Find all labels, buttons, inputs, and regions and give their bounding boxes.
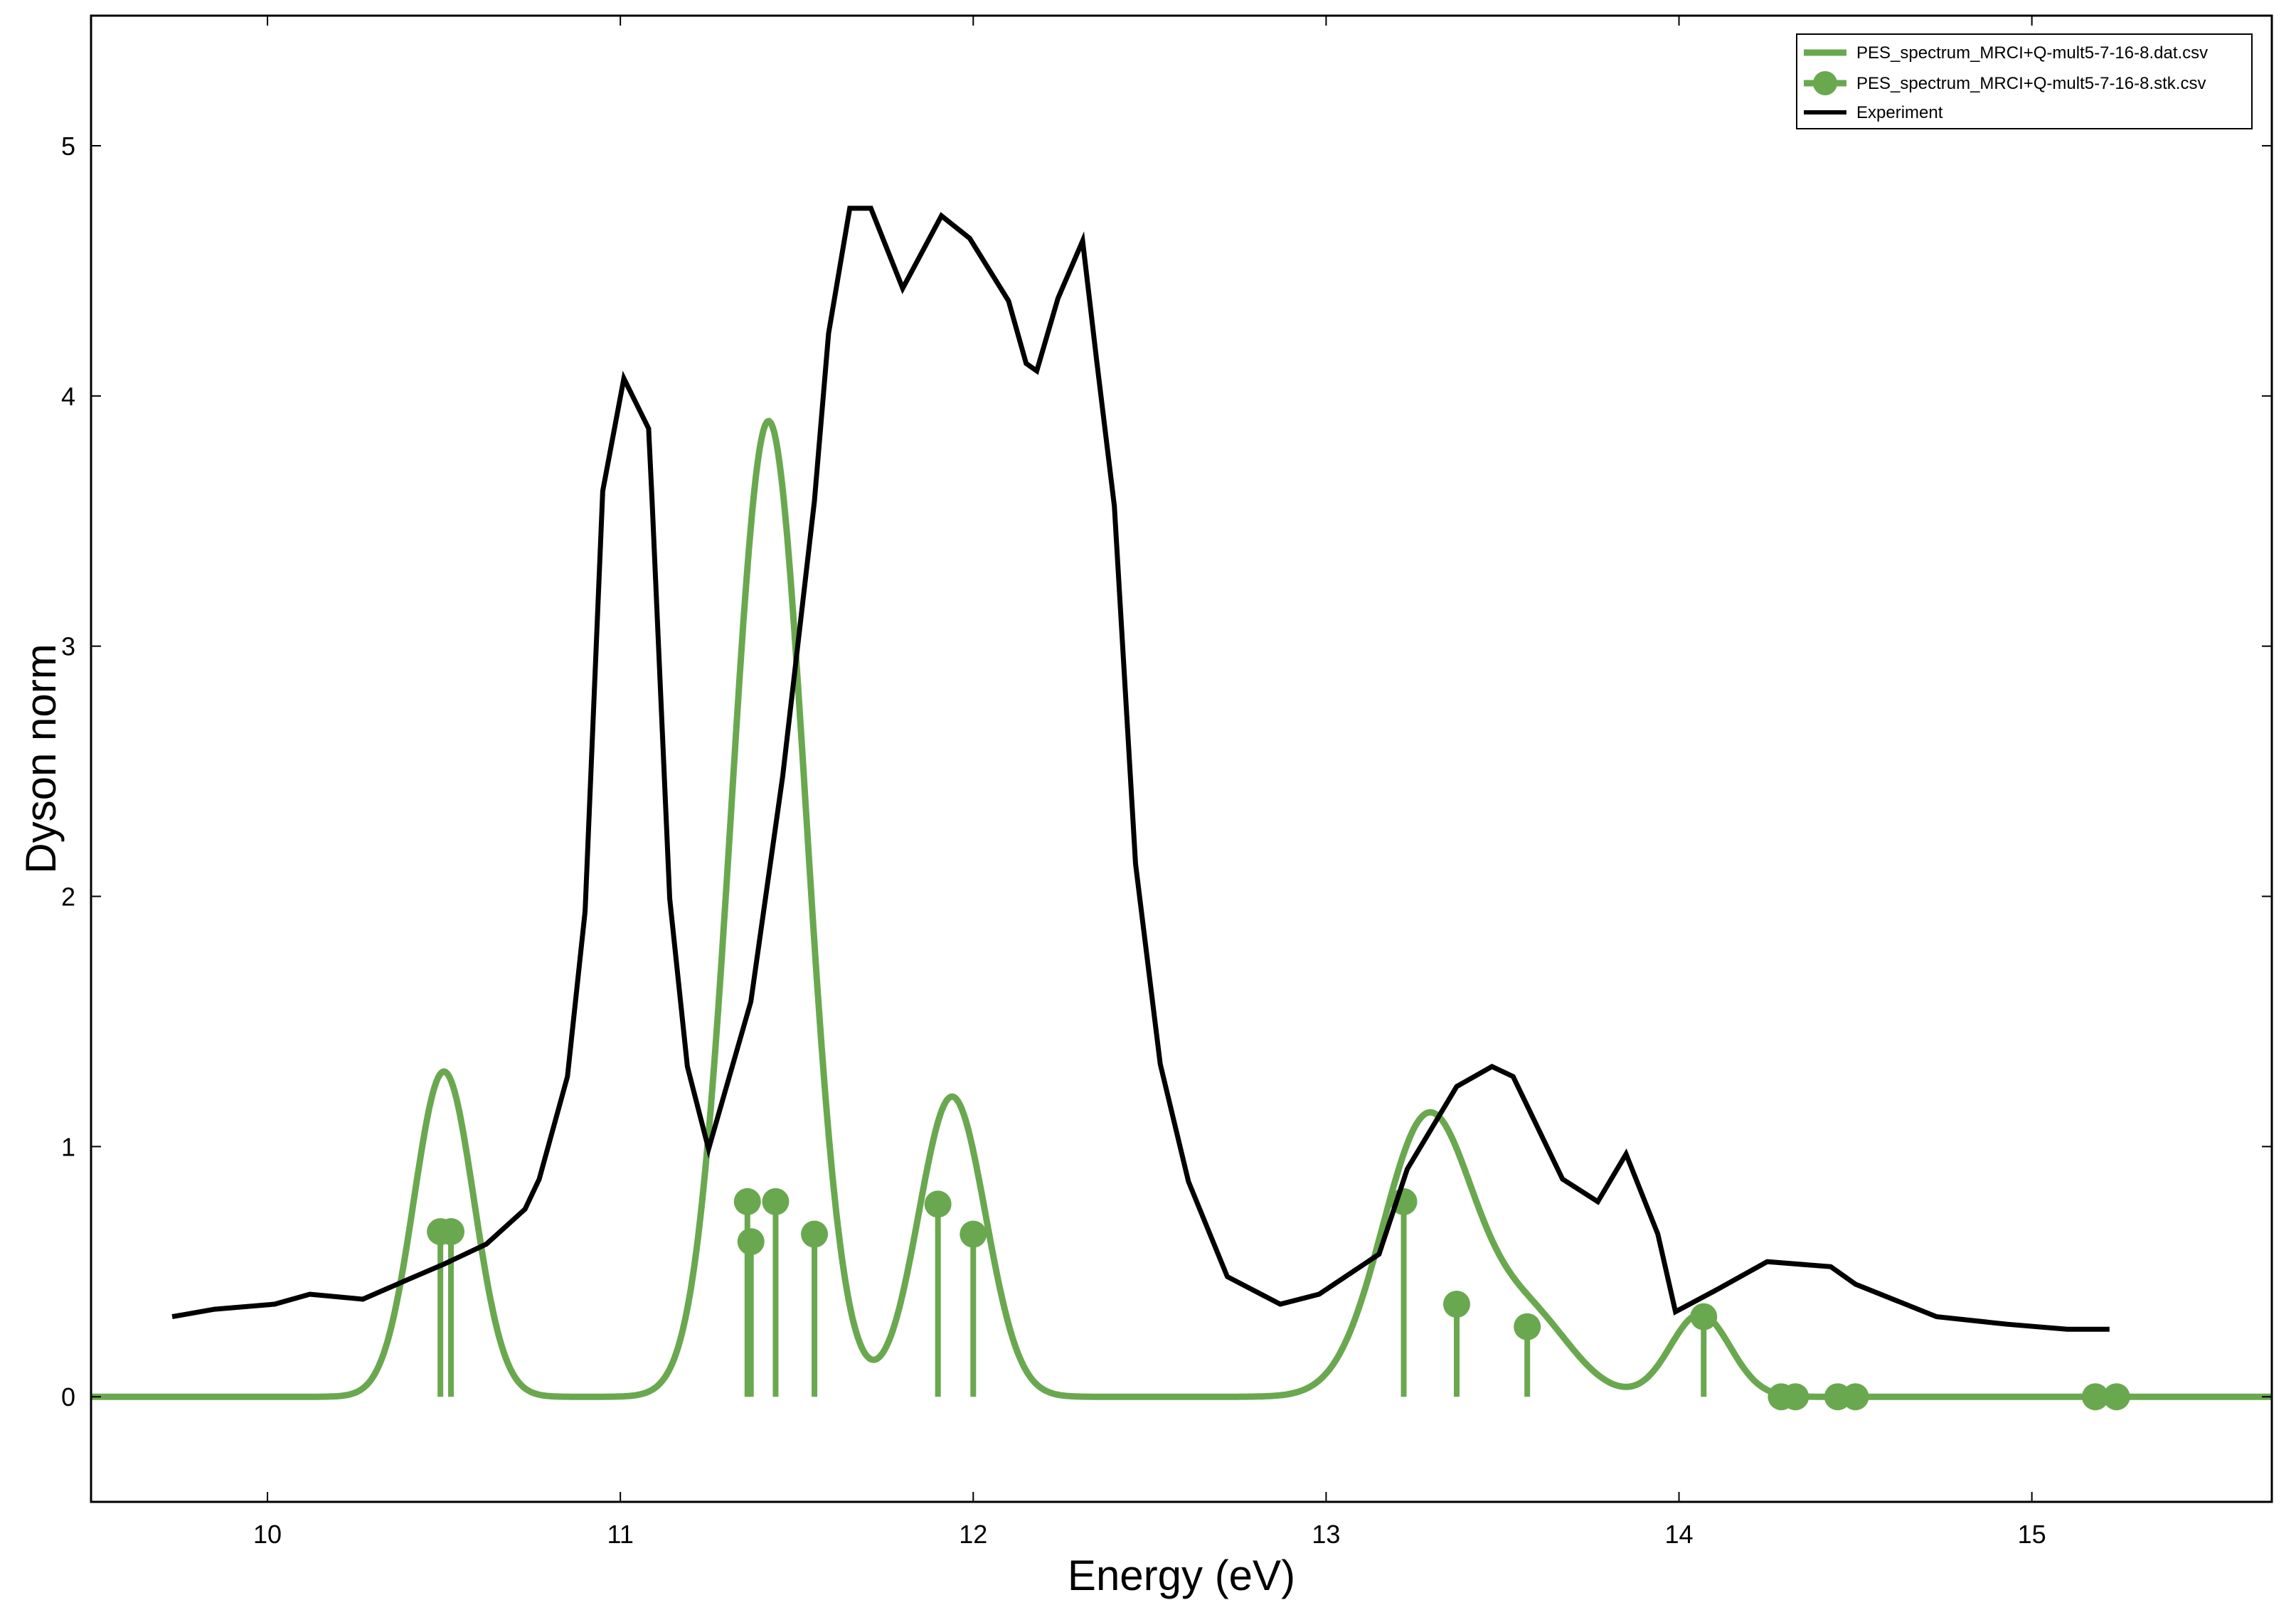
- stem-point: [924, 1190, 952, 1397]
- x-tick-label: 13: [1312, 1520, 1340, 1549]
- y-axis-title: Dyson norm: [17, 644, 65, 873]
- stem-marker: [1782, 1383, 1809, 1411]
- legend-swatch-stk-marker: [1813, 71, 1837, 95]
- stem-point: [762, 1188, 790, 1397]
- stem-point: [2103, 1383, 2130, 1411]
- stem-marker: [1442, 1291, 1470, 1318]
- x-tick-label: 11: [607, 1520, 633, 1549]
- y-axis: 0 1 2 3 4 5: [61, 132, 2272, 1412]
- series-experiment-line: [171, 206, 2110, 1332]
- stem-point: [1690, 1303, 1718, 1397]
- stem-marker: [960, 1220, 987, 1248]
- x-axis: 10 11 12 13 14 15: [253, 16, 2046, 1549]
- plot-frame: [90, 14, 2273, 1503]
- legend: PES_spectrum_MRCI+Q-mult5-7-16-8.dat.csv…: [1796, 33, 2253, 129]
- stem-point: [1442, 1291, 1470, 1397]
- x-axis-title: Energy (eV): [1068, 1552, 1295, 1599]
- stem-point: [960, 1220, 987, 1397]
- stem-marker: [1690, 1303, 1718, 1330]
- stem-point: [1841, 1383, 1869, 1411]
- x-tick-label: 10: [253, 1520, 282, 1549]
- stem-marker: [733, 1188, 761, 1215]
- legend-label-stk: PES_spectrum_MRCI+Q-mult5-7-16-8.stk.csv: [1856, 74, 2206, 93]
- x-tick-label: 14: [1665, 1520, 1694, 1549]
- stem-marker: [762, 1188, 790, 1215]
- stem-marker: [437, 1218, 465, 1245]
- x-tick-label: 12: [959, 1520, 987, 1549]
- stem-point: [1782, 1383, 1809, 1411]
- stem-marker: [924, 1190, 952, 1218]
- y-tick-label: 5: [61, 132, 75, 161]
- y-tick-label: 3: [61, 632, 75, 661]
- stem-marker: [737, 1228, 765, 1256]
- y-tick-label: 0: [61, 1382, 75, 1412]
- stem-marker: [2103, 1383, 2130, 1411]
- stem-marker: [2081, 1383, 2109, 1411]
- stem-point: [737, 1228, 765, 1397]
- y-tick-label: 4: [61, 382, 75, 411]
- y-tick-label: 1: [61, 1132, 75, 1161]
- series-layer: [91, 206, 2272, 1411]
- legend-label-experiment: Experiment: [1856, 103, 1943, 122]
- stem-point: [1514, 1313, 1541, 1397]
- series-dat-line: [91, 417, 2272, 1400]
- stem-point: [2081, 1383, 2109, 1411]
- stem-marker: [801, 1220, 829, 1248]
- legend-box: [1796, 33, 2253, 129]
- stem-point: [733, 1188, 761, 1397]
- y-tick-label: 2: [61, 882, 75, 912]
- stem-point: [1390, 1188, 1418, 1397]
- stem-marker: [1514, 1313, 1541, 1340]
- stem-marker: [1841, 1383, 1869, 1411]
- stem-point: [801, 1220, 829, 1397]
- legend-label-dat: PES_spectrum_MRCI+Q-mult5-7-16-8.dat.csv: [1856, 43, 2208, 63]
- x-tick-label: 15: [2018, 1520, 2046, 1549]
